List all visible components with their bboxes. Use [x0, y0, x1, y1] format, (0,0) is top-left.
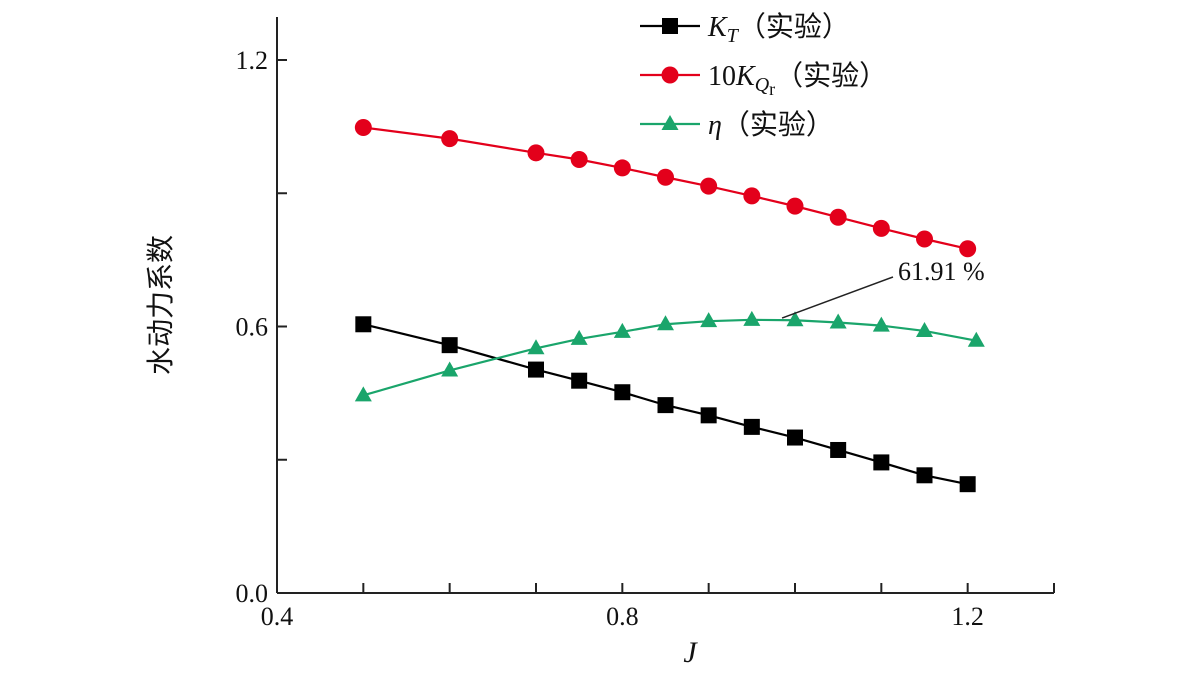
data-point [657, 315, 674, 331]
y-axis-label: 水动力系数 [144, 235, 177, 375]
annotation: 61.91 % [781, 257, 985, 319]
x-axis-label: J [683, 636, 698, 669]
x-tick-label: 0.8 [606, 602, 639, 631]
data-point [354, 119, 372, 137]
y-tick-label: 0.6 [236, 313, 269, 342]
x-tick-label: 1.2 [951, 602, 984, 631]
series-circle [354, 119, 977, 258]
data-point [441, 337, 458, 354]
data-point [355, 316, 372, 333]
data-point [916, 230, 933, 248]
data-point [700, 177, 718, 195]
data-point [829, 313, 847, 329]
data-point [657, 168, 674, 186]
axes [276, 17, 1054, 594]
data-point [700, 312, 718, 328]
annotation-label: 61.91 % [898, 257, 985, 286]
data-point [959, 476, 976, 493]
data-point [873, 454, 890, 471]
legend-label: η（实验） [708, 108, 834, 141]
data-point [700, 407, 717, 424]
data-point [872, 316, 890, 332]
data-point [657, 397, 674, 414]
data-point [528, 361, 544, 378]
data-point [967, 331, 985, 347]
y-tick-label: 0.0 [236, 579, 269, 608]
data-point [570, 150, 588, 168]
legend-label: 10KQr（实验） [708, 59, 887, 99]
data-point [787, 429, 803, 446]
data-point [743, 187, 761, 205]
data-point [959, 240, 977, 258]
data-point [916, 467, 933, 484]
data-point [786, 311, 804, 327]
data-point [743, 310, 761, 326]
data-point [661, 115, 679, 130]
data-point [571, 372, 588, 389]
data-point [829, 208, 847, 226]
data-point [354, 386, 372, 402]
x-tick-label: 0.4 [261, 602, 294, 631]
legend-label: KT（实验） [707, 10, 850, 47]
series-layer [354, 119, 985, 493]
data-point [743, 418, 760, 435]
y-tick-label: 1.2 [236, 46, 269, 75]
data-point [786, 197, 804, 215]
data-point [441, 130, 459, 148]
data-point [661, 66, 679, 84]
data-point [662, 18, 678, 34]
data-point [527, 339, 545, 355]
data-point [614, 384, 631, 401]
data-point [441, 361, 459, 377]
legend: KT（实验） 10KQr（实验） η（实验） [640, 10, 887, 141]
data-point [613, 159, 631, 177]
series-square [355, 316, 976, 493]
data-point [830, 441, 847, 458]
legend-item: 10KQr（实验） [640, 59, 887, 99]
data-point [613, 322, 631, 338]
data-point [570, 329, 588, 345]
data-point [872, 219, 890, 237]
series-triangle [354, 310, 985, 402]
legend-item: KT（实验） [640, 10, 850, 47]
data-point [916, 321, 933, 337]
data-point [527, 144, 545, 162]
ticks: 0.4 0.8 1.2 0.0 0.6 1.2 [236, 46, 1055, 631]
annotation-leader [781, 276, 894, 319]
legend-item: η（实验） [640, 108, 834, 141]
